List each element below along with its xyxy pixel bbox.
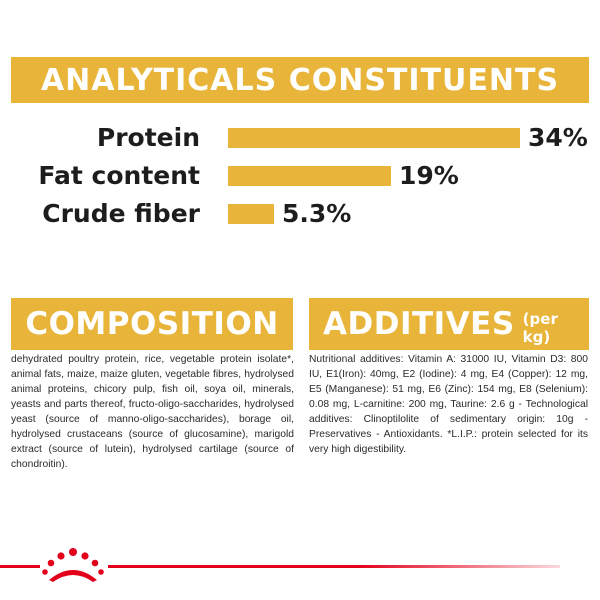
additives-banner: ADDITIVES (per kg) <box>309 298 589 350</box>
analytics-label: Fat content <box>38 161 200 191</box>
footer-divider <box>108 565 560 568</box>
analytics-label: Crude fiber <box>42 199 200 229</box>
analytics-value: 19% <box>399 161 459 191</box>
analytics-row-fiber: Crude fiber 5.3% <box>0 199 600 229</box>
analytics-bar <box>228 166 391 186</box>
analytics-value: 5.3% <box>282 199 351 229</box>
additives-title: ADDITIVES <box>323 306 515 342</box>
analytics-row-fat: Fat content 19% <box>0 161 600 191</box>
footer-divider-left <box>0 565 40 568</box>
analytics-label: Protein <box>97 123 200 153</box>
analytics-row-protein: Protein 34% <box>0 123 600 153</box>
composition-text: dehydrated poultry protein, rice, vegeta… <box>11 352 294 472</box>
analytics-bar <box>228 128 520 148</box>
analytics-bar <box>228 204 274 224</box>
analytics-banner: ANALYTICALS CONSTITUENTS <box>11 57 589 103</box>
royal-canin-crown-icon <box>40 546 106 584</box>
analytics-title: ANALYTICALS CONSTITUENTS <box>41 63 559 98</box>
composition-banner: COMPOSITION <box>11 298 293 350</box>
additives-text: Nutritional additives: Vitamin A: 31000 … <box>309 352 588 457</box>
analytics-value: 34% <box>528 123 588 153</box>
composition-title: COMPOSITION <box>25 306 278 342</box>
additives-subtitle: (per kg) <box>523 310 589 346</box>
